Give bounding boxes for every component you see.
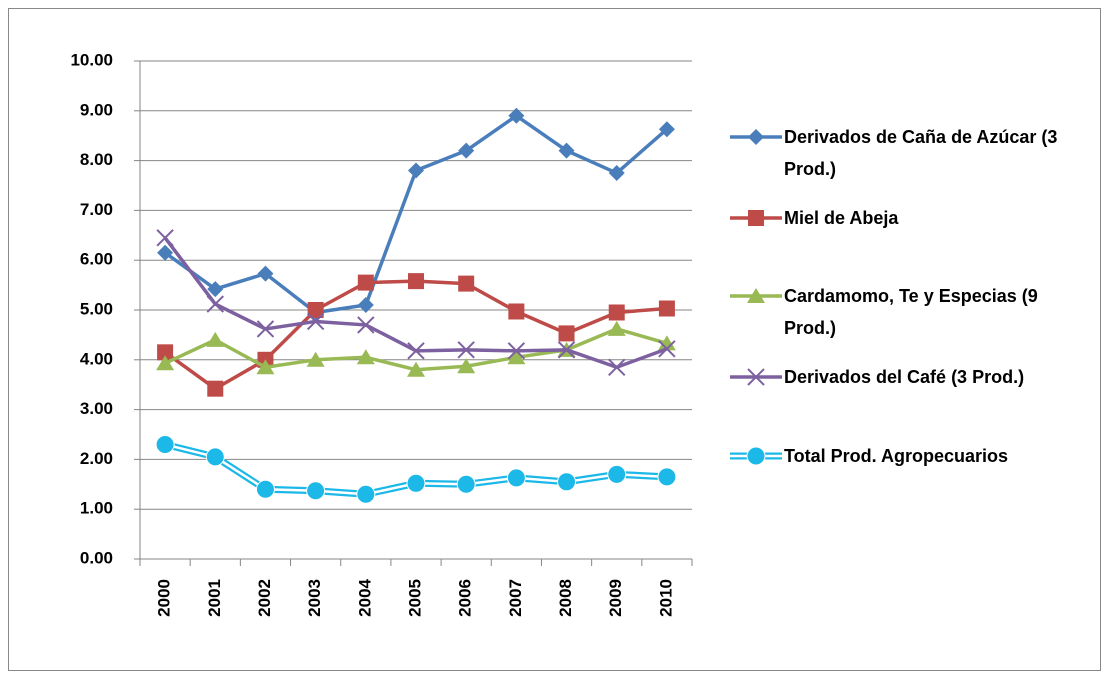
x-tick-label: 2002 (255, 579, 274, 617)
y-tick-label: 9.00 (80, 100, 113, 119)
y-tick-label: 2.00 (80, 449, 113, 468)
marker (157, 344, 174, 361)
marker (608, 304, 625, 321)
marker (206, 295, 224, 313)
marker (307, 302, 324, 318)
x-tick-label: 2005 (405, 579, 424, 617)
marker (257, 265, 274, 282)
marker (156, 229, 174, 247)
marker (658, 300, 675, 317)
marker (607, 320, 626, 336)
x-tick-label: 2000 (155, 579, 174, 617)
legend-entry: Cardamomo, Te y Especias (9 Prod.) (728, 280, 1098, 344)
y-tick-label: 10.00 (70, 50, 113, 69)
marker (356, 349, 375, 365)
legend-label: Total Prod. Agropecuarios (784, 446, 1009, 466)
legend-swatch (730, 446, 782, 466)
marker (508, 303, 525, 320)
marker (607, 464, 627, 484)
x-tick-label: 2008 (556, 579, 575, 617)
marker (407, 361, 425, 377)
marker (658, 121, 675, 138)
marker (507, 349, 526, 365)
marker (557, 341, 576, 359)
y-tick-label: 3.00 (80, 399, 113, 418)
legend-swatch (730, 210, 782, 226)
marker (406, 473, 426, 493)
marker (205, 447, 225, 467)
marker (558, 325, 575, 342)
legend-label: Derivados del Café (3 Prod.) (784, 367, 1025, 387)
marker (357, 316, 375, 334)
marker (608, 165, 625, 182)
x-tick-label: 2007 (506, 579, 525, 617)
legend-entry: Miel de Abeja (728, 202, 1098, 234)
marker (748, 129, 764, 145)
y-tick-label: 0.00 (80, 548, 113, 567)
x-tick-label: 2010 (656, 579, 675, 617)
marker (357, 297, 374, 314)
y-tick-label: 1.00 (80, 499, 113, 518)
legend-label: Miel de Abeja (784, 208, 899, 228)
marker (457, 341, 475, 359)
marker (306, 312, 325, 331)
legend-entry: Total Prod. Agropecuarios (728, 440, 1098, 472)
legend-swatch (730, 129, 782, 145)
marker (458, 142, 475, 159)
marker (558, 142, 575, 159)
marker (306, 481, 326, 501)
y-tick-label: 5.00 (80, 299, 113, 318)
marker (747, 368, 765, 386)
marker (206, 331, 225, 347)
y-tick-label: 8.00 (80, 150, 113, 169)
legend-label: Derivados de Caña de Azúcar (3 Prod.) (784, 127, 1058, 179)
marker (306, 351, 325, 367)
legend-label: Cardamomo, Te y Especias (9 Prod.) (784, 286, 1038, 338)
x-tick-label: 2001 (205, 579, 224, 617)
legend-swatch (730, 368, 782, 386)
marker (256, 359, 275, 375)
marker (157, 244, 174, 261)
marker (557, 472, 577, 492)
marker (458, 275, 475, 292)
marker (658, 340, 676, 358)
marker (155, 434, 175, 454)
y-tick-label: 6.00 (80, 250, 113, 269)
marker (608, 358, 626, 376)
marker (207, 281, 224, 298)
marker (408, 273, 424, 290)
y-tick-label: 4.00 (80, 349, 113, 368)
marker (456, 474, 476, 494)
marker (657, 335, 676, 351)
x-tick-label: 2009 (606, 579, 625, 617)
marker (207, 380, 224, 397)
marker (747, 288, 765, 303)
legend-swatch (730, 288, 782, 303)
marker (657, 467, 677, 487)
x-tick-label: 2004 (355, 578, 374, 616)
marker (408, 162, 424, 179)
marker (748, 210, 764, 226)
marker (357, 274, 374, 291)
marker (457, 358, 476, 374)
marker (156, 355, 175, 371)
marker (356, 484, 376, 504)
x-tick-label: 2003 (305, 579, 324, 617)
marker (508, 107, 525, 124)
legend-entry: Derivados de Caña de Azúcar (3 Prod.) (728, 121, 1098, 185)
marker (256, 320, 275, 338)
y-tick-label: 7.00 (80, 200, 113, 219)
x-tick-label: 2006 (456, 579, 475, 617)
legend-entry: Derivados del Café (3 Prod.) (728, 361, 1098, 393)
marker (746, 446, 766, 466)
marker (506, 468, 526, 488)
marker (255, 479, 275, 499)
marker (407, 342, 425, 360)
marker (507, 342, 526, 360)
